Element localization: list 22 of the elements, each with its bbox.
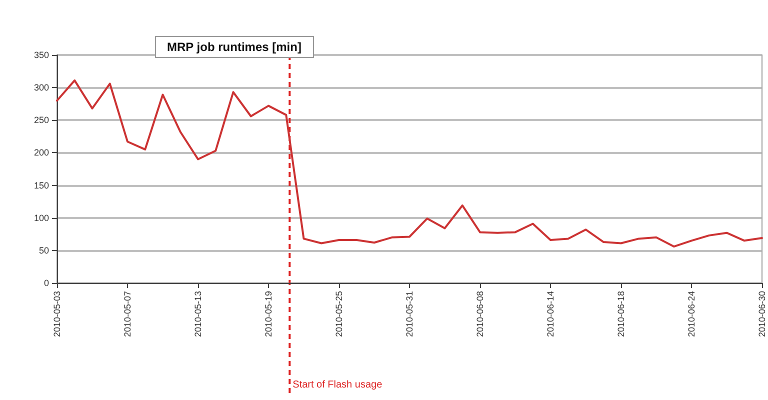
y-tick-label: 300 (34, 82, 49, 93)
x-tick-label: 2010-05-31 (404, 291, 414, 338)
x-tick-label: 2010-06-24 (686, 291, 696, 338)
text: Start of Flash usage (292, 380, 383, 390)
x-tick-label: 2010-05-13 (193, 291, 203, 338)
x-tick-label: 2010-05-07 (122, 291, 132, 338)
x-tick-label: 2010-05-25 (334, 291, 344, 338)
x-tick-label: 2010-06-18 (616, 291, 626, 338)
y-tick-label: 50 (38, 245, 49, 256)
y-tick-label: 200 (34, 148, 49, 158)
chart-title: MRP job runtimes [min] (167, 40, 302, 54)
y-tick-label: 150 (34, 180, 49, 190)
y-tick-label: 250 (34, 115, 49, 126)
line-series (56, 79, 763, 248)
x-tick-label: 2010-05-03 (52, 291, 62, 338)
x-tick-label: 2010-06-14 (546, 291, 556, 338)
y-tick-label: 100 (34, 212, 49, 223)
x-tick-label: 2010-06-08 (475, 291, 485, 338)
x-tick-label: 2010-06-30 (757, 291, 767, 338)
y-tick-label: 0 (44, 278, 49, 288)
x-tick-label: 2010-05-19 (264, 291, 274, 338)
y-tick-label: 350 (34, 50, 49, 60)
